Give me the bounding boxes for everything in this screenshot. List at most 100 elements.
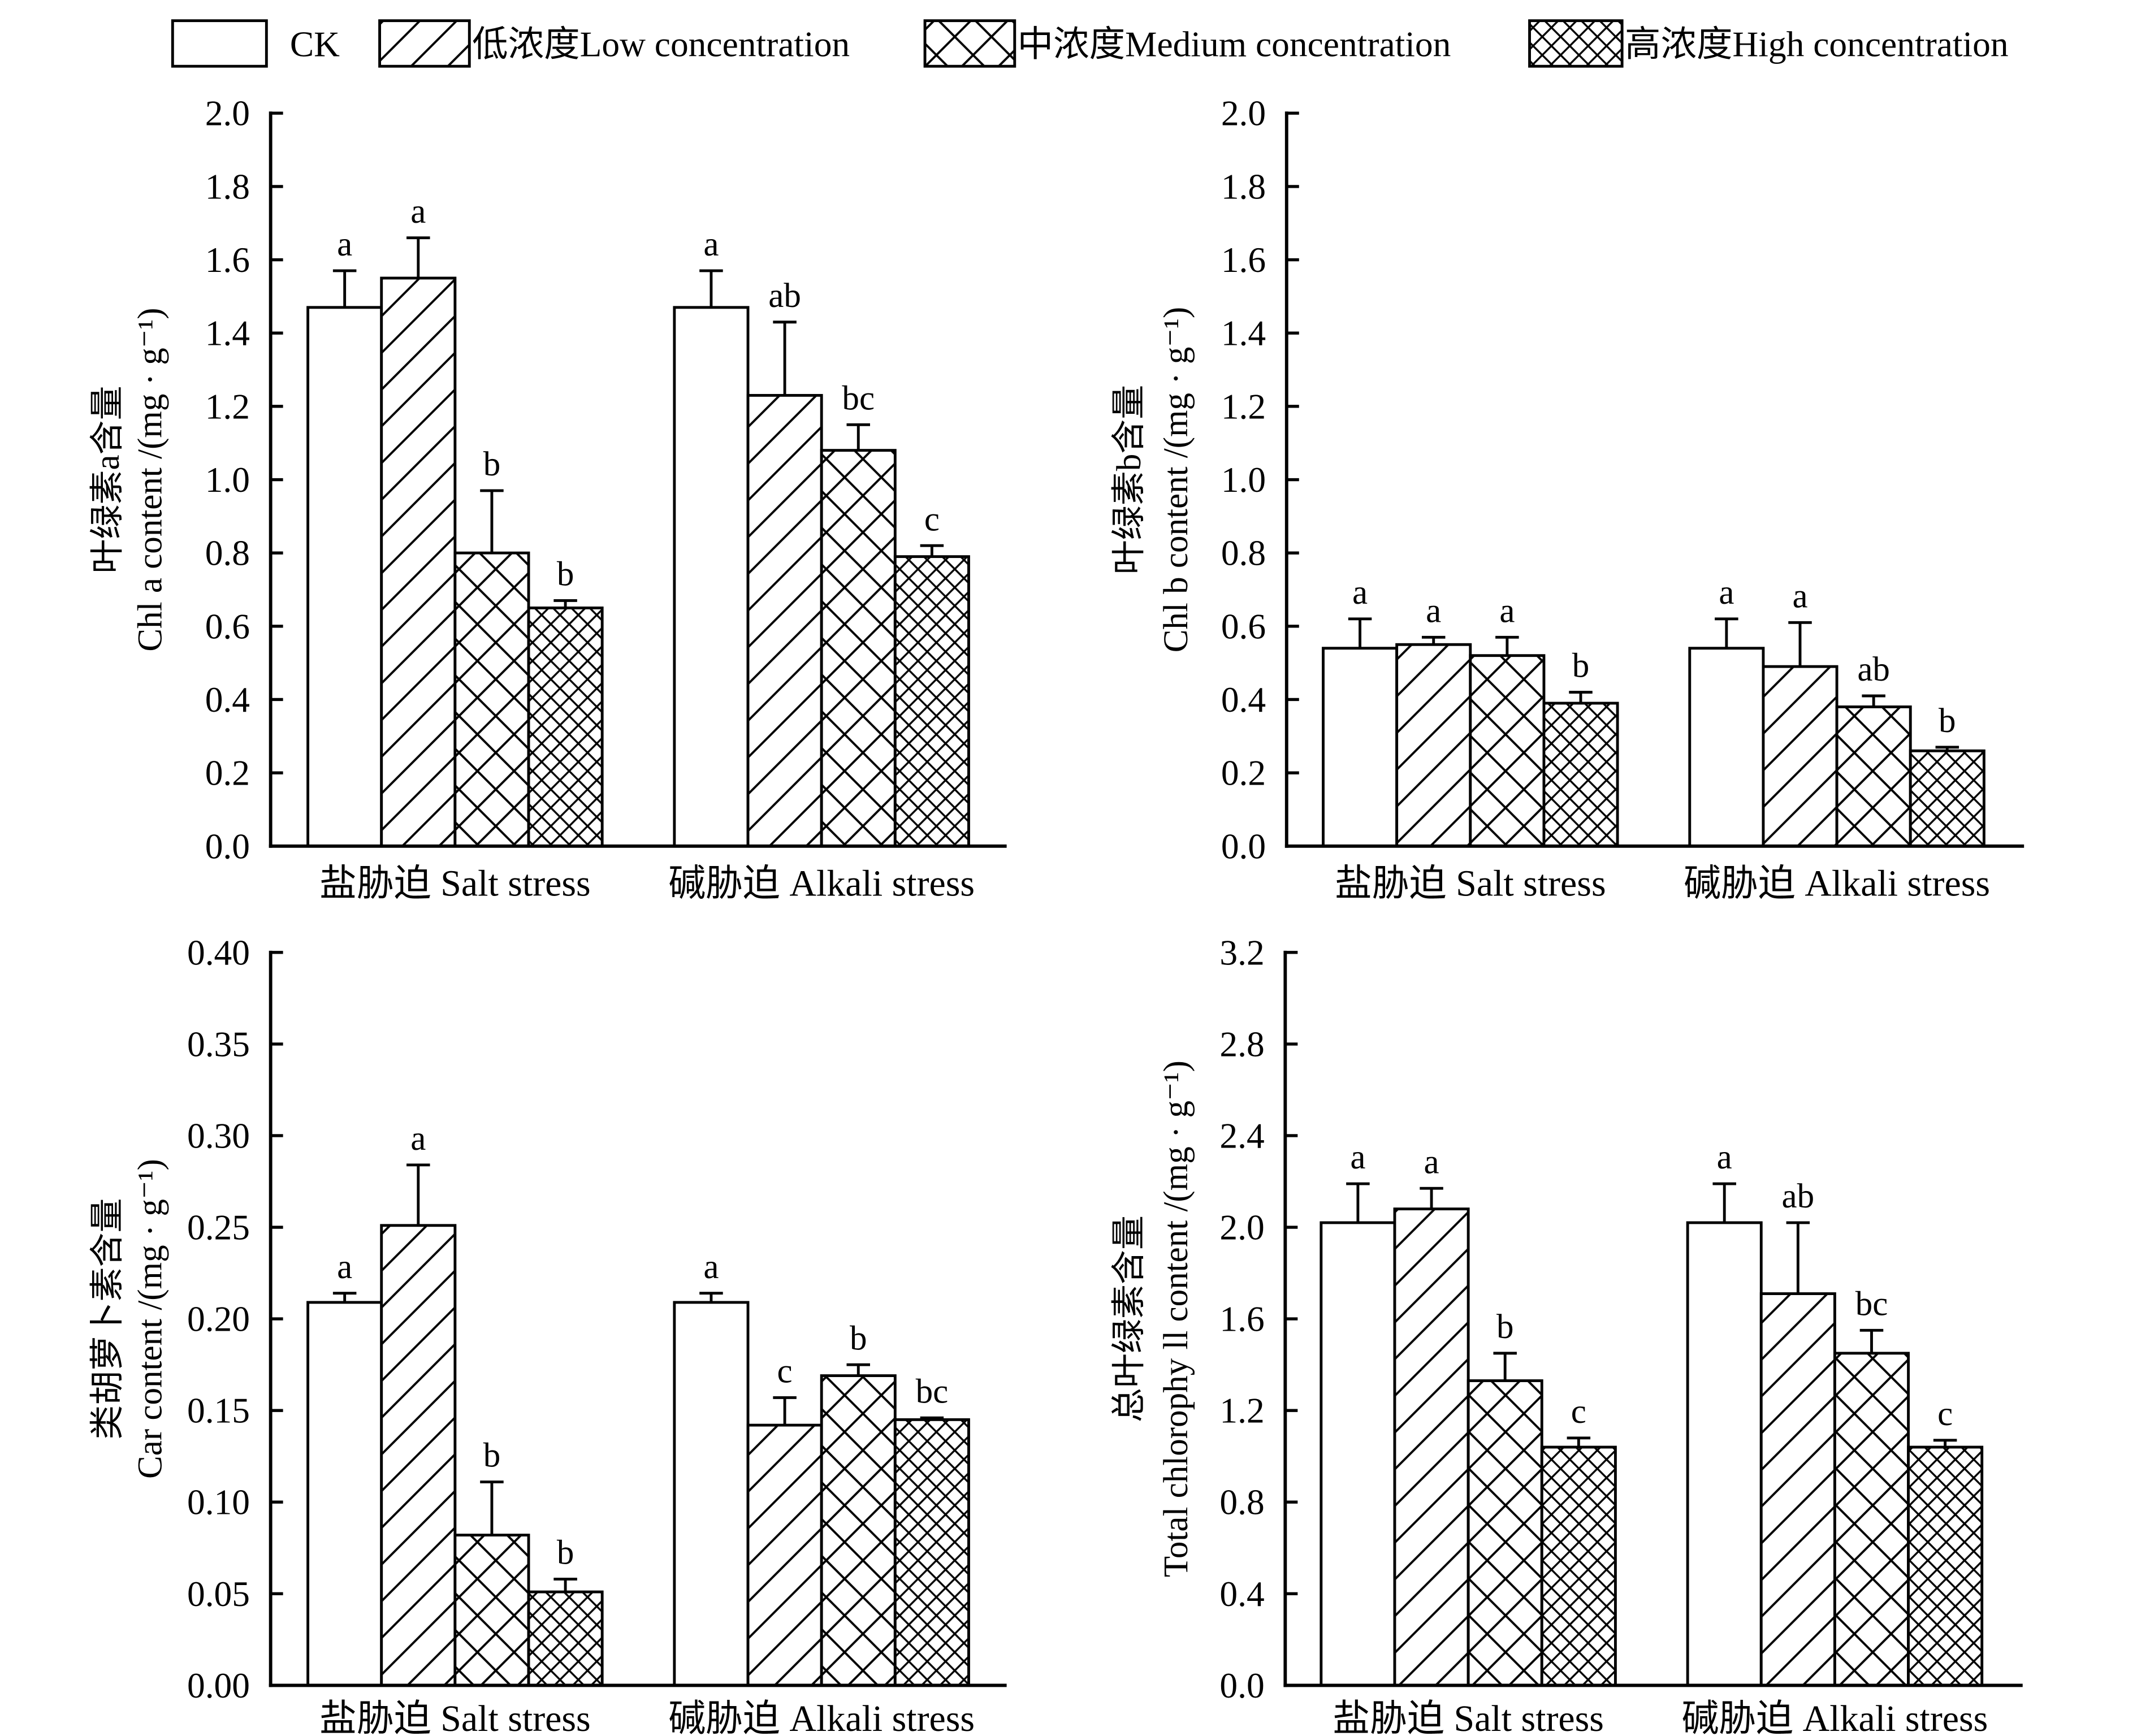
y-tick-label: 1.2 [1219, 1391, 1264, 1431]
y-tick-label: 0.35 [187, 1024, 250, 1064]
bar-low-alkali [1762, 665, 1838, 848]
significance-letter-ck-salt: a [1350, 1138, 1365, 1176]
significance-letters: a a a ab b bc c c [1350, 1138, 1953, 1433]
bar-ck-alkali [1686, 1221, 1763, 1687]
y-tick-label: 0.0 [205, 826, 250, 866]
legend-item-high: 高浓度High concentration [1528, 19, 2009, 68]
y-axis-title-en: Car content /(mg · g⁻¹) [132, 1159, 170, 1479]
bar-medium-alkali [820, 1374, 897, 1687]
y-tick-label: 1.4 [1221, 313, 1266, 353]
significance-letter-ck-salt: a [337, 226, 352, 263]
legend-label-ck: CK [290, 24, 340, 64]
significance-letter-high-alkali: b [1939, 702, 1956, 740]
chart-total-chlorophyll: 总叶绿素含量 Total chlorophy ll content /(mg · … [1110, 932, 2023, 1736]
y-tick-label: 0.4 [1219, 1574, 1264, 1614]
bar-low-salt [380, 1224, 457, 1687]
bar-ck-alkali [673, 1301, 750, 1687]
significance-letter-ck-alkali: a [1717, 1138, 1732, 1176]
bar-high-alkali [1907, 1445, 1984, 1687]
y-tick-label: 0.8 [205, 533, 250, 573]
bar-ck-salt [1320, 1221, 1396, 1687]
category-label-alkali: 碱胁迫 Alkali stress [668, 863, 975, 904]
significance-letter-ck-alkali: a [1719, 574, 1734, 612]
significance-letter-medium-alkali: ab [1857, 651, 1890, 689]
legend-item-medium: 中浓度Medium concentration [923, 19, 1451, 68]
significance-letter-medium-alkali: bc [842, 379, 875, 417]
legend-swatch-high [1528, 19, 1624, 68]
significance-letter-high-alkali: bc [916, 1373, 949, 1410]
significance-letter-medium-alkali: b [850, 1319, 867, 1357]
y-ticks: 0.0 0.2 0.4 0.6 0.8 1.0 1.2 1.4 1.6 1.8 2.0 [205, 93, 283, 866]
bars [306, 1224, 970, 1687]
legend: CK 低浓度Low concentration 中浓度Medium concen… [171, 19, 2009, 68]
y-axis-title-cn: 总叶绿素含量 [1110, 1215, 1148, 1422]
y-tick-label: 0.4 [205, 679, 250, 720]
significance-letter-low-salt: a [410, 1120, 426, 1158]
y-tick-label: 0.40 [187, 932, 250, 972]
significance-letter-low-alkali: ab [768, 277, 801, 315]
legend-swatch-ck [171, 19, 268, 68]
chart-chl-a: 叶绿素a含量 Chl a content /(mg · g⁻¹)a aaabbbcb… [89, 93, 1007, 904]
y-ticks: 0.00 0.05 0.10 0.15 0.20 0.25 0.30 0.35 0.40 [187, 932, 283, 1705]
bar-high-salt [1540, 1445, 1617, 1687]
category-label-alkali: 碱胁迫 Alkali stress [1684, 863, 1990, 904]
significance-letter-low-alkali: ab [1782, 1177, 1815, 1215]
bars [306, 276, 970, 848]
significance-letter-low-alkali: a [1792, 577, 1807, 615]
y-tick-label: 0.8 [1219, 1482, 1264, 1522]
significance-letter-ck-alkali: a [703, 1248, 719, 1286]
y-tick-label: 1.0 [1221, 460, 1266, 500]
significance-letter-low-alkali: c [777, 1353, 793, 1391]
category-label-salt: 盐胁迫 Salt stress [319, 863, 591, 904]
category-label-salt: 盐胁迫 Salt stress [1333, 1698, 1604, 1736]
category-label-alkali: 碱胁迫 Alkali stress [1681, 1698, 1988, 1736]
bar-low-salt [380, 276, 457, 848]
bar-ck-salt [306, 1301, 383, 1687]
legend-item-low: 低浓度Low concentration [378, 19, 850, 68]
bar-high-salt [1542, 702, 1619, 848]
y-axis-title-cn: 叶绿素a含量 [89, 386, 127, 573]
bar-medium-salt [453, 1534, 530, 1687]
significance-letter-high-salt: b [557, 556, 574, 594]
bars [1320, 1207, 1984, 1687]
significance-letter-ck-salt: a [1352, 574, 1368, 612]
bar-ck-salt [306, 306, 383, 848]
significance-letter-low-salt: a [410, 193, 426, 231]
y-tick-label: 0.2 [1221, 753, 1266, 793]
y-tick-label: 0.15 [187, 1391, 250, 1431]
legend-swatch-low [378, 19, 471, 68]
bar-high-alkali [893, 555, 970, 848]
bar-medium-alkali [1833, 1352, 1910, 1687]
y-tick-label: 0.6 [205, 606, 250, 646]
bar-high-salt [527, 606, 604, 848]
bar-medium-salt [453, 551, 530, 848]
category-label-alkali: 碱胁迫 Alkali stress [668, 1698, 975, 1736]
bar-medium-alkali [820, 449, 897, 848]
significance-letter-high-salt: c [1571, 1393, 1586, 1431]
bar-high-salt [527, 1590, 604, 1687]
y-tick-label: 2.0 [205, 93, 250, 133]
bar-low-salt [1395, 643, 1472, 848]
y-axis-title-en: Total chlorophy ll content /(mg · g⁻¹) [1157, 1060, 1195, 1577]
bar-low-alkali [746, 393, 823, 848]
y-tick-label: 0.8 [1221, 533, 1266, 573]
bar-medium-alkali [1835, 705, 1912, 848]
significance-letter-medium-salt: b [1496, 1308, 1514, 1346]
bar-ck-alkali [1688, 647, 1765, 848]
bar-low-alkali [746, 1423, 823, 1687]
bar-ck-alkali [673, 306, 750, 848]
significance-letter-high-salt: b [557, 1534, 574, 1572]
legend-swatch-medium [923, 19, 1016, 68]
bar-low-salt [1393, 1207, 1470, 1687]
significance-letter-ck-salt: a [337, 1248, 352, 1286]
y-tick-label: 0.0 [1221, 826, 1266, 866]
significance-letter-medium-alkali: bc [1855, 1285, 1888, 1323]
chart-carotenoid: 类胡萝卜素含量 Car content /(mg · g⁻¹) a a a c b b b bc 0… [89, 932, 1007, 1736]
significance-letter-high-salt: b [1572, 647, 1590, 685]
y-tick-label: 0.00 [187, 1665, 250, 1705]
y-tick-label: 0.20 [187, 1299, 250, 1339]
y-tick-label: 0.25 [187, 1207, 250, 1248]
y-tick-label: 3.2 [1219, 932, 1264, 972]
